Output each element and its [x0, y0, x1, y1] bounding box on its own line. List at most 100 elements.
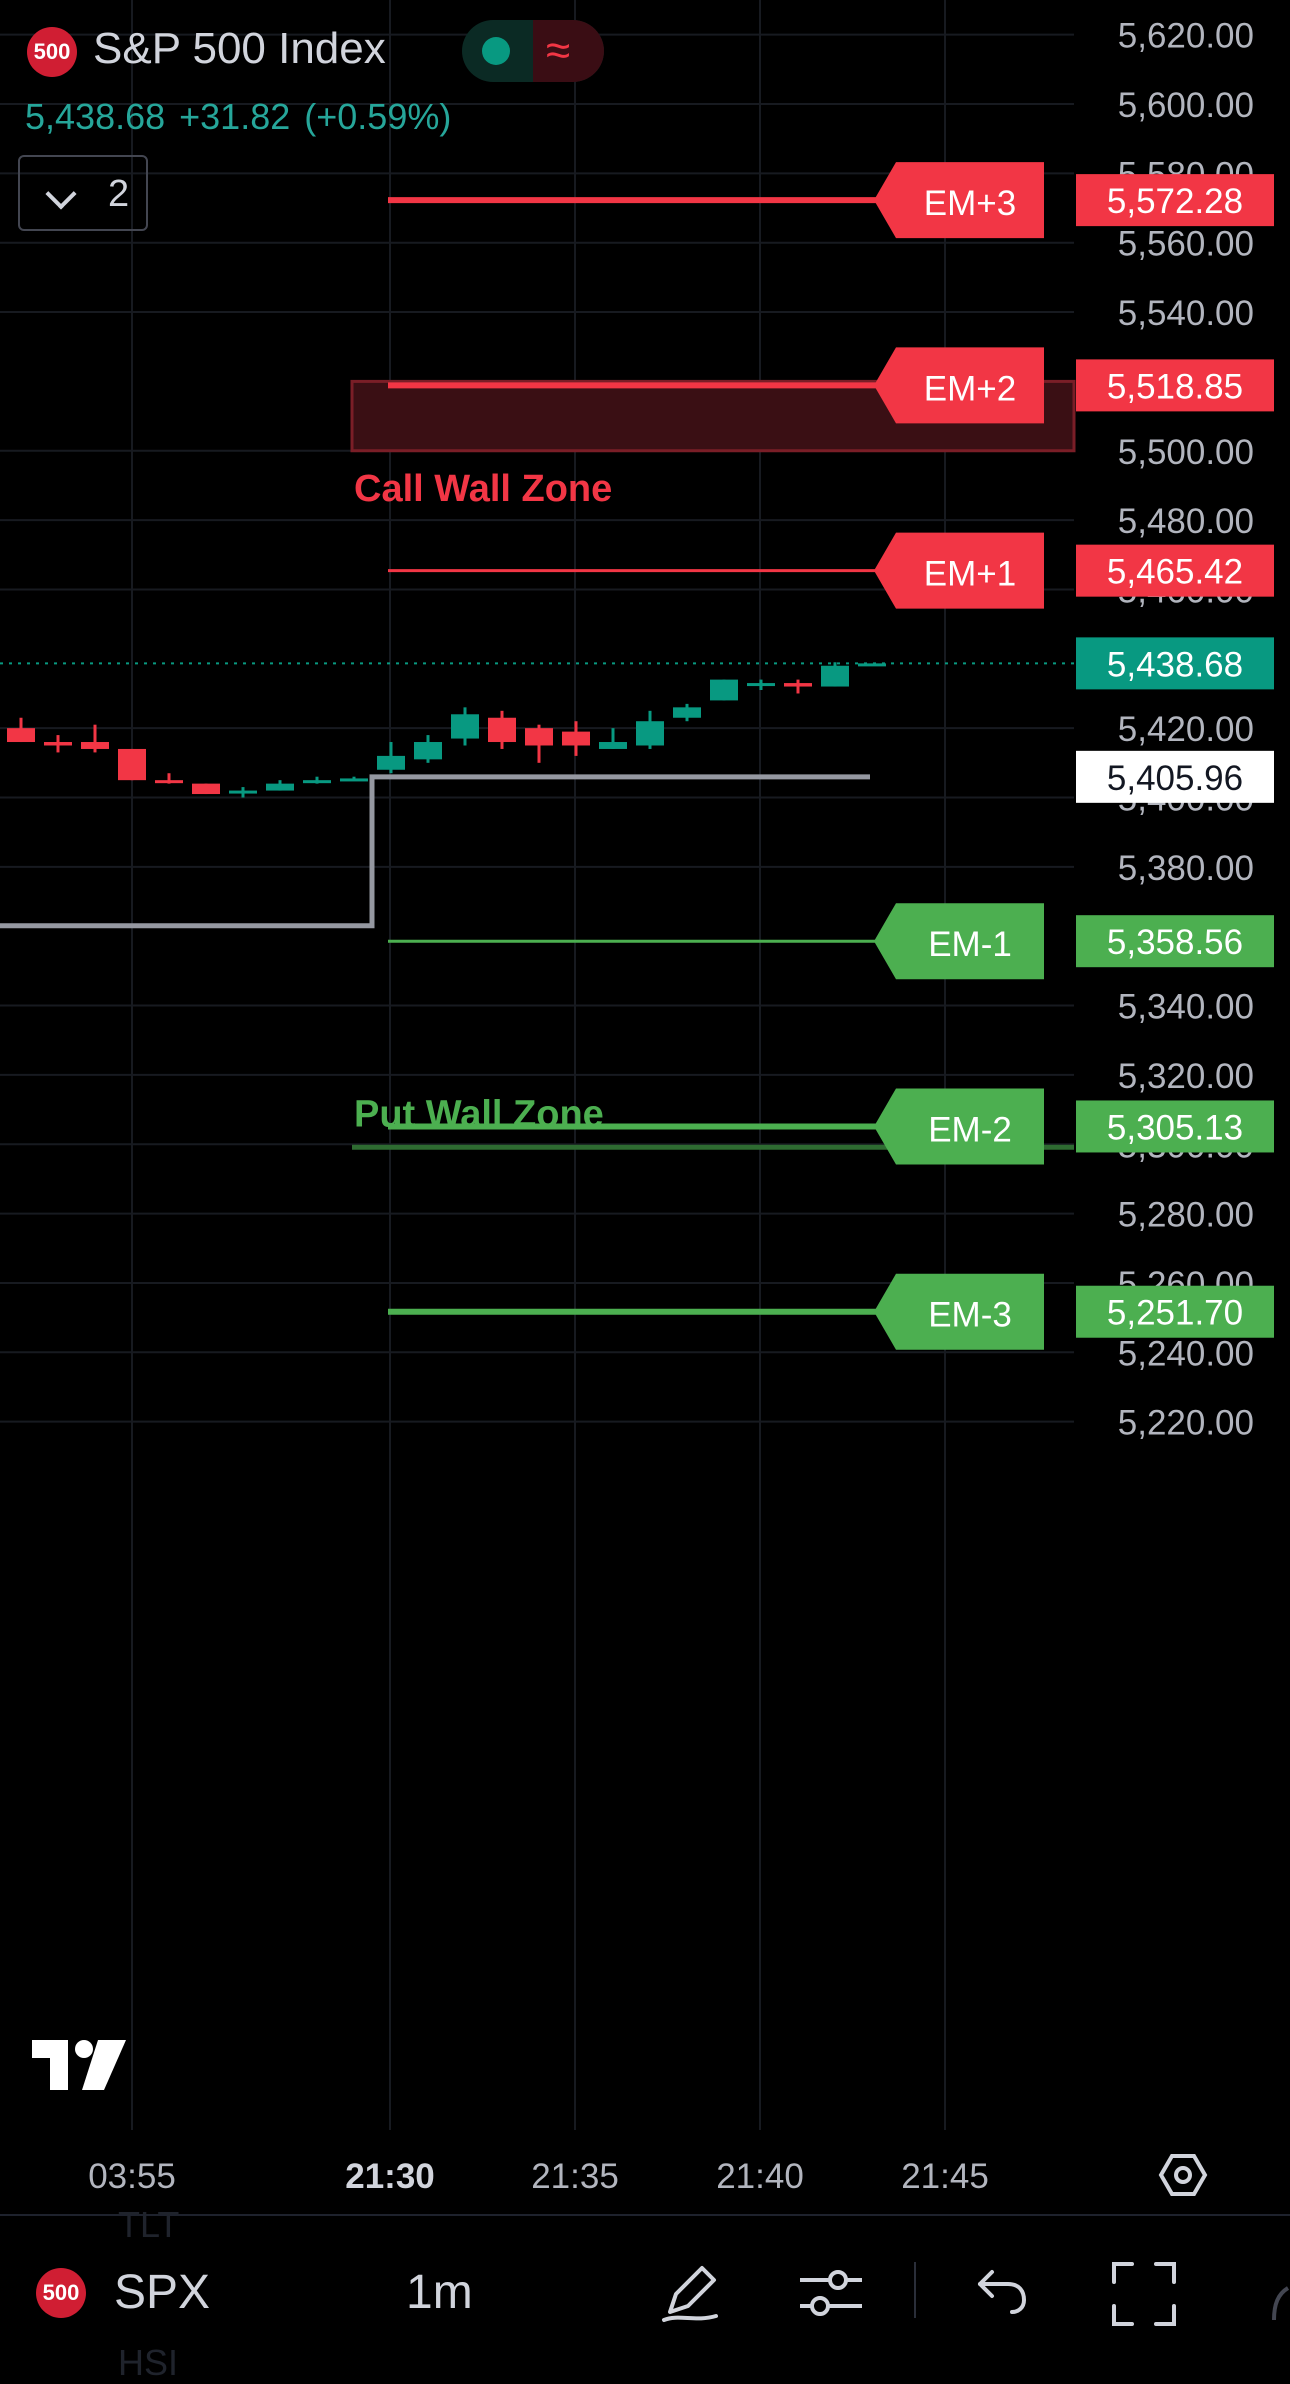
price-axis-label: 5,540.00: [1118, 294, 1254, 333]
candle-body: [747, 683, 775, 687]
ghost-ticker-bottom: HSI: [118, 2342, 179, 2383]
candle-body: [7, 728, 35, 743]
candle-body: [710, 679, 738, 701]
tradingview-logo-icon: [32, 2040, 126, 2090]
current-price-tag: [1076, 637, 1274, 690]
time-axis-label: 21:30: [345, 2157, 435, 2196]
candle-body: [821, 665, 849, 687]
price-quote: 5,438.68 +31.82 (+0.59%): [25, 96, 465, 138]
fullscreen-icon[interactable]: [1112, 2262, 1176, 2326]
symbol-title[interactable]: S&P 500 Index: [93, 24, 386, 73]
time-axis-label: 21:35: [531, 2157, 619, 2196]
level-price-tag-text: 5,465.42: [1107, 553, 1243, 592]
level-flag: [874, 162, 1044, 239]
indicator-count: 2: [108, 173, 130, 215]
time-axis-label: 03:55: [88, 2157, 176, 2196]
time-axis-label: 21:45: [901, 2157, 989, 2196]
time-axis-label: 21:40: [716, 2157, 804, 2196]
level-price-tag-text: 5,305.13: [1107, 1108, 1243, 1147]
prev-close-tag: [1076, 750, 1274, 803]
candle-body: [673, 707, 701, 718]
level-price-tag: [1076, 174, 1274, 227]
price-axis-label: 5,280.00: [1118, 1196, 1254, 1235]
market-open-dot-icon: [482, 37, 510, 65]
more-tools-edge-icon[interactable]: [1268, 2286, 1290, 2322]
candle-body: [81, 742, 109, 749]
price-axis-label: 5,420.00: [1118, 710, 1254, 749]
price-axis-label: 5,320.00: [1118, 1057, 1254, 1096]
symbol-button[interactable]: SPX: [114, 2266, 211, 2319]
price-axis-label: 5,620.00: [1118, 17, 1254, 56]
candle-body: [192, 783, 220, 795]
current-price-tag-text: 5,438.68: [1107, 645, 1243, 684]
prev-close-line: [0, 774, 870, 929]
level-price-tag: [1076, 1100, 1274, 1153]
candle-body: [562, 731, 590, 746]
price-chart[interactable]: 5,620.005,600.005,580.005,560.005,540.00…: [0, 0, 1290, 2214]
candle-body: [118, 748, 146, 781]
level-price-tag-text: 5,572.28: [1107, 182, 1243, 221]
price-change: +31.82: [179, 96, 291, 137]
ghost-ticker-top: TLT: [118, 2204, 180, 2245]
level-price-tag: [1076, 1285, 1274, 1338]
price-axis-label: 5,220.00: [1118, 1404, 1254, 1443]
market-status-toggle[interactable]: ≈: [462, 20, 604, 82]
symbol-logo-icon: 500: [36, 2268, 86, 2318]
level-price-tag-text: 5,251.70: [1107, 1294, 1243, 1333]
level-flag: [874, 1088, 1044, 1165]
level-price-tag-text: 5,518.85: [1107, 367, 1243, 406]
candle-body: [340, 778, 368, 782]
level-flag-label: EM-3: [928, 1296, 1012, 1335]
level-price-tag: [1076, 544, 1274, 597]
price-axis-label: 5,480.00: [1118, 502, 1254, 541]
level-price-tag-text: 5,358.56: [1107, 923, 1243, 962]
chart-settings-icon-center: [1174, 2166, 1192, 2184]
candle-body: [599, 742, 627, 749]
candle-body: [784, 683, 812, 687]
pen-icon[interactable]: [656, 2258, 724, 2326]
candle-body: [44, 742, 72, 746]
timeframe-button[interactable]: 1m: [406, 2266, 473, 2319]
chevron-down-icon: [45, 178, 77, 210]
price-axis-label: 5,560.00: [1118, 225, 1254, 264]
level-flag: [874, 903, 1044, 980]
level-flag: [874, 347, 1044, 424]
candle-body: [377, 755, 405, 770]
candle-body: [858, 663, 886, 667]
toolbar-separator: [914, 2262, 916, 2318]
price-change-pct: (+0.59%): [304, 96, 452, 137]
candle-body: [488, 717, 516, 743]
price-axis-label: 5,380.00: [1118, 849, 1254, 888]
index-logo-icon: 500: [27, 27, 77, 77]
level-flag-label: EM+2: [924, 369, 1016, 408]
price-axis-label: 5,340.00: [1118, 988, 1254, 1027]
candle-body: [451, 714, 479, 739]
candle-body: [525, 728, 553, 746]
chart-settings-icon[interactable]: [1158, 2153, 1208, 2197]
candle-body: [414, 742, 442, 760]
level-flag-label: EM+1: [924, 555, 1016, 594]
candle-body: [266, 783, 294, 791]
candle-body: [229, 790, 257, 794]
call-wall-zone-label: Call Wall Zone: [354, 468, 612, 510]
level-flag-label: EM-2: [928, 1110, 1012, 1149]
level-flag: [874, 532, 1044, 609]
prev-close-tag-text: 5,405.96: [1107, 759, 1243, 798]
toggle-right-half: [533, 20, 604, 82]
level-flag-label: EM-1: [928, 925, 1012, 964]
sliders-icon[interactable]: [798, 2262, 864, 2324]
level-price-tag: [1076, 915, 1274, 968]
candle-body: [155, 780, 183, 784]
last-price: 5,438.68: [25, 96, 166, 137]
price-axis-label: 5,600.00: [1118, 86, 1254, 125]
level-price-tag: [1076, 359, 1274, 412]
level-flag: [874, 1273, 1044, 1350]
indicators-collapse-button[interactable]: 2: [18, 155, 148, 231]
price-axis-label: 5,500.00: [1118, 433, 1254, 472]
price-axis-label: 5,240.00: [1118, 1334, 1254, 1373]
undo-icon[interactable]: [972, 2266, 1028, 2316]
candle-body: [636, 721, 664, 746]
candle-body: [303, 780, 331, 784]
wave-icon: ≈: [546, 26, 571, 75]
